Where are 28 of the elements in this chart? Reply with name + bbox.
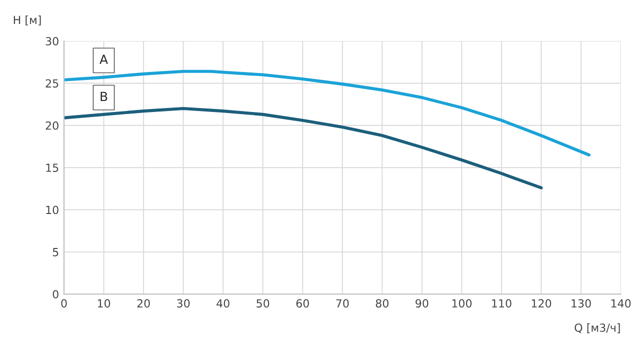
- x-tick-label: 0: [61, 299, 67, 308]
- series-label: A: [100, 54, 108, 64]
- y-tick-label: 30: [46, 37, 58, 46]
- x-tick-label: 120: [532, 299, 552, 308]
- x-tick-label: 130: [572, 299, 591, 308]
- x-tick-label: 90: [416, 299, 428, 308]
- x-tick-label: 100: [452, 299, 472, 308]
- series-label: B: [100, 92, 108, 102]
- x-tick-label: 40: [216, 299, 230, 308]
- x-tick-label: 140: [611, 299, 631, 308]
- line-series: [64, 70, 591, 156]
- x-tick-label: 60: [296, 299, 309, 308]
- y-tick-label: 0: [52, 290, 58, 298]
- y-tick-label: 20: [46, 121, 58, 130]
- x-tick-label: 30: [177, 299, 190, 308]
- x-tick-label: 110: [492, 299, 512, 308]
- x-axis-title: Q [м3/ч]: [574, 323, 620, 334]
- x-tick-label: 80: [376, 299, 389, 308]
- y-tick-label: 25: [46, 79, 58, 88]
- x-tick-label: 50: [256, 299, 270, 308]
- y-tick-label: 15: [46, 164, 58, 172]
- y-tick-label: 5: [52, 248, 58, 256]
- line-series: [64, 107, 543, 190]
- x-tick-label: 20: [137, 299, 150, 308]
- x-tick-label: 10: [98, 299, 110, 308]
- y-tick-label: 10: [46, 206, 58, 214]
- x-tick-label: 70: [336, 299, 349, 308]
- y-axis-title: H [м]: [14, 15, 41, 26]
